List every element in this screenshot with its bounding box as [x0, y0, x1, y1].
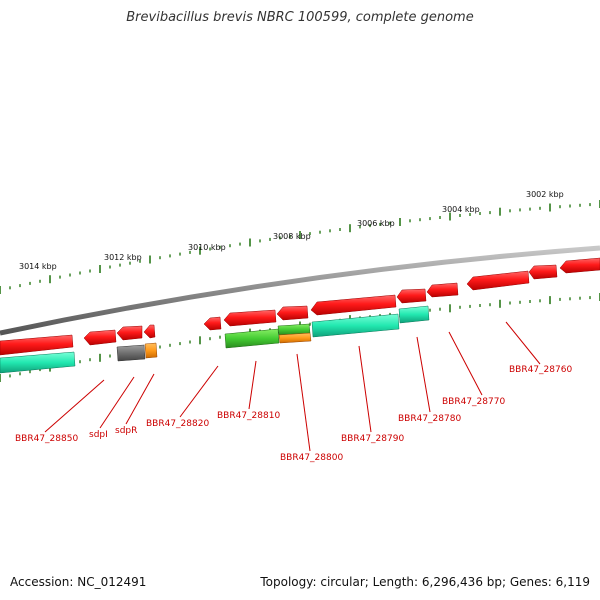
accession-text: Accession: NC_012491 — [10, 575, 147, 589]
upper-tick-track — [0, 200, 600, 294]
gene-arrow[interactable] — [224, 328, 280, 349]
kbp-label-3014: 3014 kbp — [19, 262, 57, 271]
gene-label[interactable]: BBR47_28810 — [217, 411, 280, 421]
map-title: Brevibacillus brevis NBRC 100599, comple… — [126, 10, 474, 25]
gene-label[interactable]: BBR47_28790 — [341, 434, 404, 444]
gene-arrow[interactable] — [426, 282, 459, 298]
kbp-label-3012: 3012 kbp — [104, 253, 142, 262]
gene-arrow[interactable] — [559, 257, 600, 274]
gene-arrow[interactable] — [310, 294, 397, 316]
gene-label[interactable]: BBR47_28770 — [442, 397, 505, 407]
gene-label[interactable]: BBR47_28820 — [146, 419, 209, 429]
gene-arrow[interactable] — [466, 270, 530, 291]
gene-label[interactable]: BBR47_28780 — [398, 414, 461, 424]
gene-leader-lines — [44, 321, 541, 452]
kbp-label-3006: 3006 kbp — [357, 219, 395, 228]
gene-arrow[interactable] — [0, 351, 76, 374]
gene-arrow[interactable] — [223, 309, 277, 327]
gene-label[interactable]: BBR47_28850 — [15, 434, 78, 444]
gene-arrow[interactable] — [203, 316, 222, 331]
gene-arrow[interactable] — [116, 325, 143, 341]
kbp-label-3008: 3008 kbp — [273, 232, 311, 241]
kbp-label-3010: 3010 kbp — [188, 243, 226, 252]
gene-arrow[interactable] — [143, 324, 156, 339]
gene-arrow[interactable] — [398, 305, 430, 324]
kbp-labels: 3014 kbp 3012 kbp 3010 kbp 3008 kbp 3006… — [19, 190, 564, 271]
gene-arrow[interactable] — [276, 305, 309, 321]
genome-summary-text: Topology: circular; Length: 6,296,436 bp… — [260, 575, 590, 589]
kbp-label-3004: 3004 kbp — [442, 205, 480, 214]
gene-arrow[interactable] — [311, 313, 400, 338]
reverse-strand-genes — [0, 305, 430, 374]
gene-arrow[interactable] — [278, 332, 312, 344]
gene-arrow[interactable] — [0, 334, 74, 356]
genome-backbone — [0, 245, 600, 336]
forward-strand-genes — [0, 257, 600, 356]
gene-arrow[interactable] — [396, 288, 427, 304]
gene-label[interactable]: BBR47_28760 — [509, 365, 572, 375]
gene-label[interactable]: BBR47_28800 — [280, 453, 343, 463]
gene-arrow[interactable] — [83, 329, 117, 346]
gene-labels: BBR47_28850 sdpI sdpR BBR47_28820 BBR47_… — [15, 365, 572, 463]
gene-label[interactable]: sdpI — [89, 430, 108, 440]
gene-arrow[interactable] — [116, 344, 146, 362]
gene-arrow[interactable] — [144, 342, 158, 359]
gene-arrow[interactable] — [528, 264, 558, 280]
kbp-label-3002: 3002 kbp — [526, 190, 564, 199]
gene-label[interactable]: sdpR — [115, 426, 137, 436]
